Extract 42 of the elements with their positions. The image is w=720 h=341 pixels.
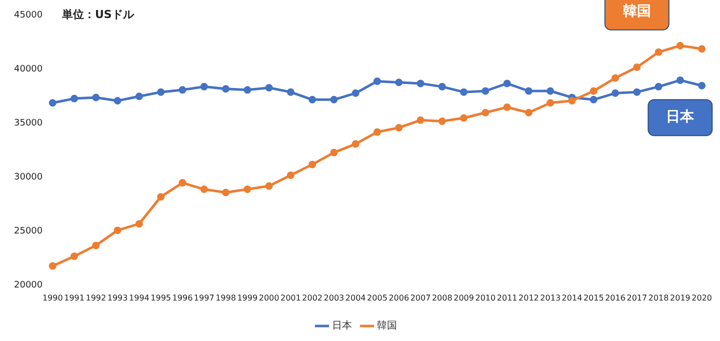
annotation: 単位：USドル	[61, 8, 135, 21]
x-tick-label: 2005	[367, 293, 388, 302]
x-tick-label: 2004	[345, 293, 366, 302]
y-tick-label: 35000	[14, 118, 43, 129]
x-tick-label: 1994	[129, 293, 150, 302]
y-tick-label: 45000	[14, 10, 43, 21]
text: 日本	[666, 109, 694, 126]
legend-label: 日本	[332, 320, 352, 332]
x-tick-label: 2016	[605, 293, 626, 302]
y-tick-label: 30000	[14, 172, 43, 183]
x-tick-label: 2009	[454, 293, 474, 302]
y-tick-label: 20000	[14, 280, 43, 291]
x-tick-label: 2008	[432, 293, 452, 302]
x-tick-label: 2018	[648, 293, 669, 302]
y-tick-label: 25000	[14, 226, 43, 237]
x-tick-label: 1992	[86, 293, 106, 302]
x-tick-label: 2007	[410, 293, 431, 302]
x-tick-label: 1991	[64, 293, 84, 302]
x-tick-label: 2010	[475, 293, 496, 302]
x-tick-label: 1990	[42, 293, 63, 302]
x-tick-label: 1995	[150, 293, 172, 302]
x-tick-label: 2012	[518, 293, 539, 302]
x-tick-label: 2003	[324, 293, 344, 302]
x-tick-label: 2019	[670, 293, 690, 302]
x-tick-label: 2015	[583, 293, 604, 302]
x-tick-label: 2013	[540, 293, 561, 302]
x-tick-label: 2002	[302, 293, 322, 302]
x-tick-label: 2001	[280, 293, 301, 302]
y-tick-label: 40000	[14, 64, 43, 75]
x-tick-label: 2011	[496, 293, 518, 302]
x-tick-label: 2017	[626, 293, 648, 302]
x-tick-label: 2020	[692, 293, 712, 302]
x-tick-label: 1999	[237, 293, 258, 302]
x-tick-label: 1997	[194, 293, 214, 302]
legend-label: 韓国	[377, 320, 397, 332]
x-tick-label: 2006	[388, 293, 410, 302]
text: 韓国	[622, 4, 651, 20]
x-tick-label: 1993	[107, 293, 128, 302]
x-tick-label: 2000	[258, 293, 280, 302]
x-tick-label: 1998	[216, 293, 236, 302]
x-tick-label: 1996	[172, 293, 193, 302]
x-tick-label: 2014	[562, 293, 582, 302]
